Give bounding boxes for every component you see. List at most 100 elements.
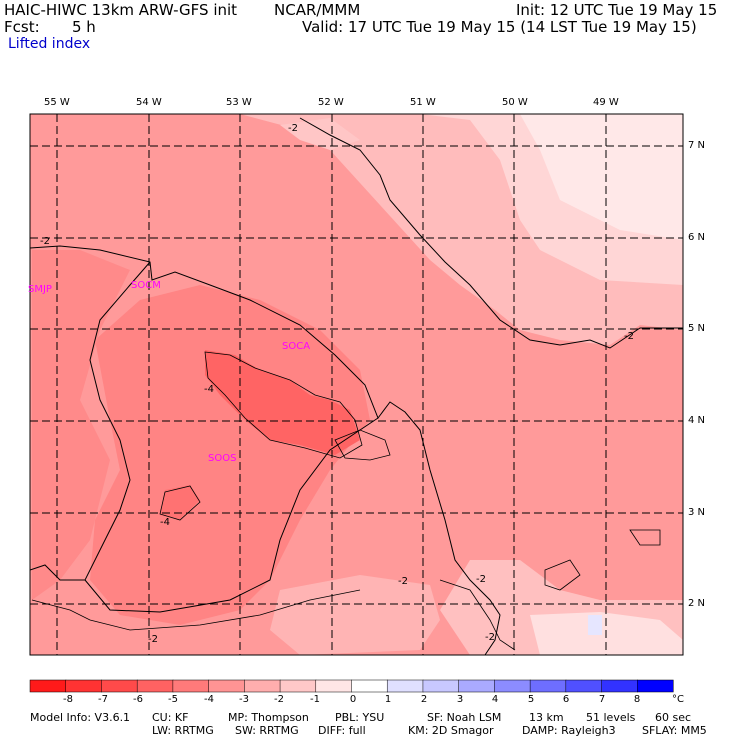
colorbar-swatch	[601, 679, 638, 693]
lon-label: 55 W	[44, 97, 70, 108]
colorbar-swatch	[529, 679, 567, 693]
contour-label: -2	[485, 632, 495, 643]
colorbar-swatch	[172, 679, 210, 693]
contour-label: -2	[288, 123, 298, 134]
colorbar-swatch	[315, 679, 353, 693]
lat-label: 2 N	[688, 598, 706, 609]
station-label: SMJP	[28, 284, 52, 295]
colorbar-tick: -1	[310, 694, 320, 705]
colorbar-tick: 8	[633, 694, 641, 705]
contours	[31, 351, 661, 651]
colorbar-swatch	[458, 679, 495, 693]
colorbar-tick: -4	[204, 694, 214, 705]
colorbar-tick: -5	[168, 694, 178, 705]
model-info-sflay: SFLAY: MM5	[642, 724, 707, 737]
model-info-km: KM: 2D Smagor	[408, 724, 494, 737]
colorbar-tick: 5	[527, 694, 535, 705]
shade-region	[588, 615, 602, 635]
contour-line	[439, 579, 516, 651]
lat-label: 5 N	[688, 323, 706, 334]
contour-label: -2	[148, 634, 158, 645]
colorbar-swatch	[244, 679, 281, 693]
model-info-lw: LW: RRTMG	[152, 724, 214, 737]
model-info-levels: 51 levels	[586, 711, 636, 724]
colorbar-swatch	[136, 679, 174, 693]
contour-label: -2	[476, 574, 486, 585]
model-info-sf: SF: Noah LSM	[427, 711, 502, 724]
colorbar-tick: -7	[98, 694, 108, 705]
colorbar-swatch	[65, 679, 102, 693]
lifted-index-field	[30, 114, 683, 655]
valid-time: Valid: 17 UTC Tue 19 May 15 (14 LST Tue …	[302, 18, 697, 36]
model-info-damp: DAMP: Rayleigh3	[522, 724, 616, 737]
model-info-diff: DIFF: full	[318, 724, 366, 737]
lat-label: 3 N	[688, 507, 706, 518]
contour-line	[159, 485, 201, 521]
contour-line	[31, 589, 361, 631]
model-info-pbl: PBL: YSU	[335, 711, 385, 724]
init-time: Init: 12 UTC Tue 19 May 15	[516, 1, 718, 19]
contour-label: -2	[398, 576, 408, 587]
station-label: SOCM	[131, 280, 161, 291]
colorbar-swatch	[208, 679, 245, 693]
model-info-version: Model Info: V3.6.1	[30, 711, 131, 724]
contour-line	[204, 351, 363, 459]
contour-label: -2	[624, 331, 634, 342]
colorbar-tick: 2	[420, 694, 428, 705]
lat-label: 7 N	[688, 140, 706, 151]
colorbar-swatch	[386, 679, 424, 693]
lon-label: 52 W	[318, 97, 344, 108]
lon-label: 50 W	[502, 97, 528, 108]
lon-label: 51 W	[410, 97, 436, 108]
colorbar-swatch	[565, 679, 603, 693]
lat-label: 4 N	[688, 415, 706, 426]
model-title: HAIC-HIWC 13km ARW-GFS init	[4, 1, 238, 19]
colorbar-swatch	[279, 679, 317, 693]
lat-lon-grid	[30, 114, 683, 655]
colorbar-unit: °C	[672, 694, 684, 705]
colorbar-swatch	[29, 679, 67, 693]
model-info-mp: MP: Thompson	[228, 711, 309, 724]
contour-label: -2	[40, 236, 50, 247]
colorbar-tick: 0	[349, 694, 357, 705]
border-line	[30, 564, 85, 581]
model-info-sw: SW: RRTMG	[235, 724, 299, 737]
coastlines	[30, 117, 683, 655]
organization: NCAR/MMM	[274, 1, 361, 19]
forecast-value: 5 h	[72, 18, 96, 36]
colorbar-swatch	[101, 679, 138, 693]
colorbar-tick: -8	[63, 694, 73, 705]
model-info-resolution: 13 km	[529, 711, 564, 724]
shade-region	[280, 118, 360, 150]
colorbar-tick: 6	[562, 694, 570, 705]
colorbar-swatch	[351, 679, 388, 693]
coastline	[299, 117, 683, 349]
contour-line	[544, 559, 581, 591]
contour-line	[629, 529, 661, 546]
colorbar-tick: -6	[133, 694, 143, 705]
shade-region	[90, 285, 370, 625]
colorbar-tick: 4	[491, 694, 499, 705]
lon-label: 53 W	[226, 97, 252, 108]
contour-label: -4	[160, 517, 170, 528]
contour-label: -4	[204, 384, 214, 395]
colorbar-tick: 1	[384, 694, 392, 705]
lat-label: 6 N	[688, 232, 706, 243]
colorbar-tick: -2	[274, 694, 284, 705]
map-frame	[29, 113, 684, 656]
colorbar-tick: 7	[598, 694, 606, 705]
colorbar	[29, 679, 674, 693]
colorbar-swatch	[422, 679, 460, 693]
shade-region	[270, 575, 440, 655]
contour-line	[334, 429, 391, 461]
model-info-cu: CU: KF	[152, 711, 189, 724]
colorbar-tick: -3	[239, 694, 249, 705]
field-name: Lifted index	[8, 36, 91, 52]
station-label: SOCA	[282, 341, 310, 352]
model-info-timestep: 60 sec	[655, 711, 692, 724]
colorbar-tick: 3	[456, 694, 464, 705]
colorbar-swatch	[637, 679, 674, 693]
shade-region	[205, 350, 360, 455]
lon-label: 49 W	[593, 97, 619, 108]
